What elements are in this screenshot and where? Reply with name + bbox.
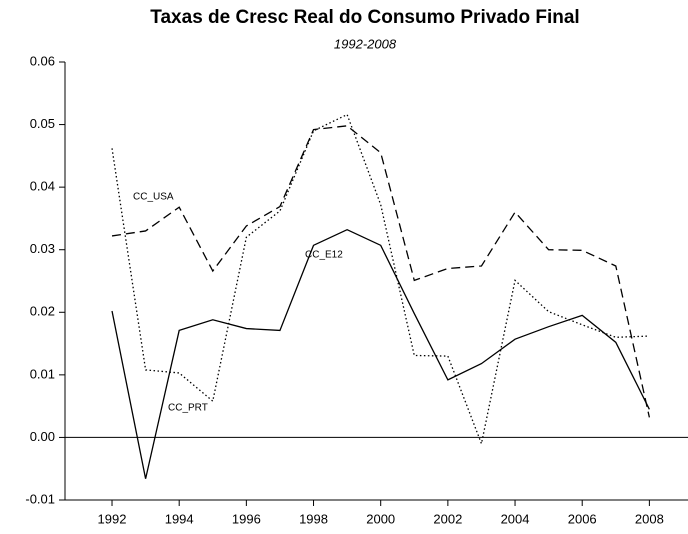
x-tick-label: 1998 [299,511,328,526]
y-tick-label: 0.04 [30,179,55,194]
series-label: CC_PRT [168,403,208,414]
chart-subtitle: 1992-2008 [334,36,397,51]
chart-title: Taxas de Cresc Real do Consumo Privado F… [150,7,579,28]
series-line [111,228,650,479]
x-tick-label: 2000 [366,511,395,526]
y-tick-label: 0.05 [30,116,55,131]
x-tick-label: 1996 [232,511,261,526]
series-label: CC_USA [133,192,174,203]
y-tick-label: 0.06 [30,53,55,68]
x-tick-label: 2008 [635,511,664,526]
series-line [111,113,650,446]
x-tick-label: 2002 [433,511,462,526]
x-tick-label: 1994 [165,511,194,526]
series-line [111,125,651,418]
x-tick-label: 2004 [501,511,530,526]
y-tick-label: 0.03 [30,241,55,256]
series-label: CC_E12 [305,250,343,261]
y-tick-label: 0.00 [30,429,55,444]
x-tick-label: 1992 [98,511,127,526]
y-tick-label: 0.02 [30,304,55,319]
y-tick-label: -0.01 [25,491,55,506]
y-tick-label: 0.01 [30,366,55,381]
x-tick-label: 2006 [568,511,597,526]
